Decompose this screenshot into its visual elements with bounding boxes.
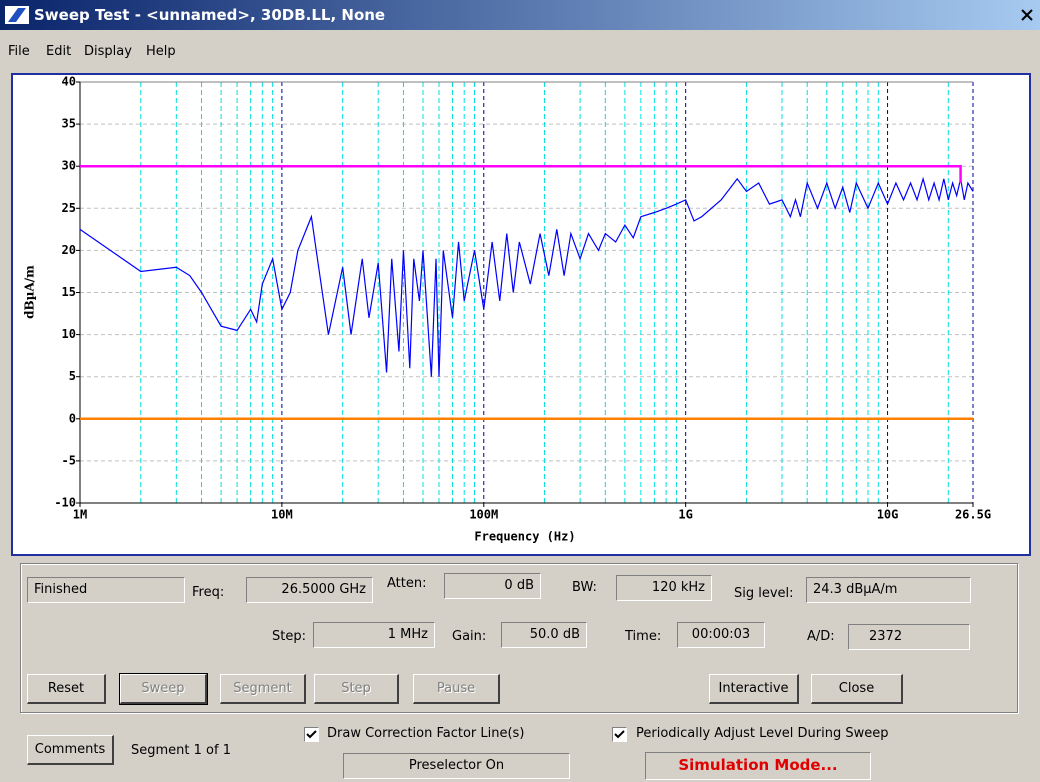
checkbox[interactable] bbox=[304, 727, 319, 742]
checkbox-label[interactable]: Draw Correction Factor Line(s) bbox=[327, 726, 525, 741]
x-tick-label: 26.5G bbox=[955, 508, 991, 522]
preselector-box: Preselector On bbox=[343, 753, 570, 779]
menu-item[interactable]: File bbox=[8, 44, 30, 59]
comments-button[interactable]: Comments bbox=[27, 735, 114, 765]
field-label: Sig level: bbox=[734, 586, 794, 601]
close-button[interactable]: Close bbox=[811, 674, 903, 704]
status-group bbox=[20, 563, 1018, 713]
x-tick-label: 1M bbox=[73, 508, 87, 522]
mode-box: Simulation Mode... bbox=[645, 752, 871, 780]
step-button: Step bbox=[314, 674, 399, 704]
field-value: 2372 bbox=[848, 624, 970, 650]
pause-button: Pause bbox=[413, 674, 500, 704]
field-label: A/D: bbox=[807, 629, 835, 644]
field-value: 1 MHz bbox=[313, 622, 435, 648]
field-label: Atten: bbox=[387, 576, 427, 591]
y-tick-label: 20 bbox=[62, 243, 76, 257]
y-tick-label: 30 bbox=[62, 159, 76, 173]
y-tick-label: 40 bbox=[62, 75, 76, 89]
field-value: 0 dB bbox=[444, 573, 541, 599]
app-icon bbox=[5, 6, 29, 24]
data-line bbox=[80, 164, 962, 184]
checkbox-label[interactable]: Periodically Adjust Level During Sweep bbox=[636, 726, 889, 741]
chart: Frequency (Hz) dBµA/m -10 -5 0 5 10 15 20 25 30 3… bbox=[11, 73, 1031, 556]
segment-label: Segment 1 of 1 bbox=[131, 743, 231, 758]
field-label: Time: bbox=[625, 629, 662, 644]
chart-panel bbox=[11, 73, 1031, 556]
window-title: Sweep Test - <unnamed>, 30DB.LL, None bbox=[34, 6, 386, 24]
checkbox[interactable] bbox=[612, 727, 627, 742]
y-tick-label: 25 bbox=[62, 201, 76, 215]
sweep-button: Sweep bbox=[119, 673, 208, 705]
interactive-button[interactable]: Interactive bbox=[709, 674, 799, 704]
field-label: BW: bbox=[572, 580, 597, 595]
y-tick-label: 35 bbox=[62, 117, 76, 131]
field-label: Gain: bbox=[452, 629, 487, 644]
status-box: Finished bbox=[27, 577, 185, 603]
y-tick-label: -10 bbox=[54, 496, 76, 510]
field-value: 120 kHz bbox=[616, 575, 712, 601]
y-tick-label: 5 bbox=[69, 369, 76, 383]
x-tick-label: 1G bbox=[678, 508, 692, 522]
y-tick-label: -5 bbox=[62, 453, 76, 467]
y-axis-label: dBµA/m bbox=[23, 265, 37, 319]
menu-item[interactable]: Help bbox=[146, 44, 176, 59]
field-value: 00:00:03 bbox=[677, 622, 765, 648]
field-value: 24.3 dBµA/m bbox=[806, 577, 971, 603]
field-label: Step: bbox=[272, 629, 306, 644]
field-value: 26.5000 GHz bbox=[246, 577, 373, 603]
x-tick-label: 10G bbox=[877, 508, 899, 522]
x-tick-label: 10M bbox=[271, 508, 293, 522]
x-tick-label: 100M bbox=[469, 508, 498, 522]
title-bar: Sweep Test - <unnamed>, 30DB.LL, None bbox=[0, 0, 1040, 30]
field-value: 50.0 dB bbox=[501, 622, 587, 648]
x-axis-label: Frequency (Hz) bbox=[474, 530, 575, 544]
field-label: Freq: bbox=[192, 585, 225, 600]
segment-button: Segment bbox=[220, 674, 306, 704]
close-button[interactable] bbox=[1020, 8, 1034, 22]
y-tick-label: 15 bbox=[62, 285, 76, 299]
reset-button[interactable]: Reset bbox=[27, 674, 106, 704]
data-line bbox=[79, 176, 974, 377]
menu-item[interactable]: Edit bbox=[46, 44, 72, 59]
y-tick-label: 10 bbox=[62, 327, 76, 341]
menu-item[interactable]: Display bbox=[84, 44, 132, 59]
y-tick-label: 0 bbox=[69, 411, 76, 425]
